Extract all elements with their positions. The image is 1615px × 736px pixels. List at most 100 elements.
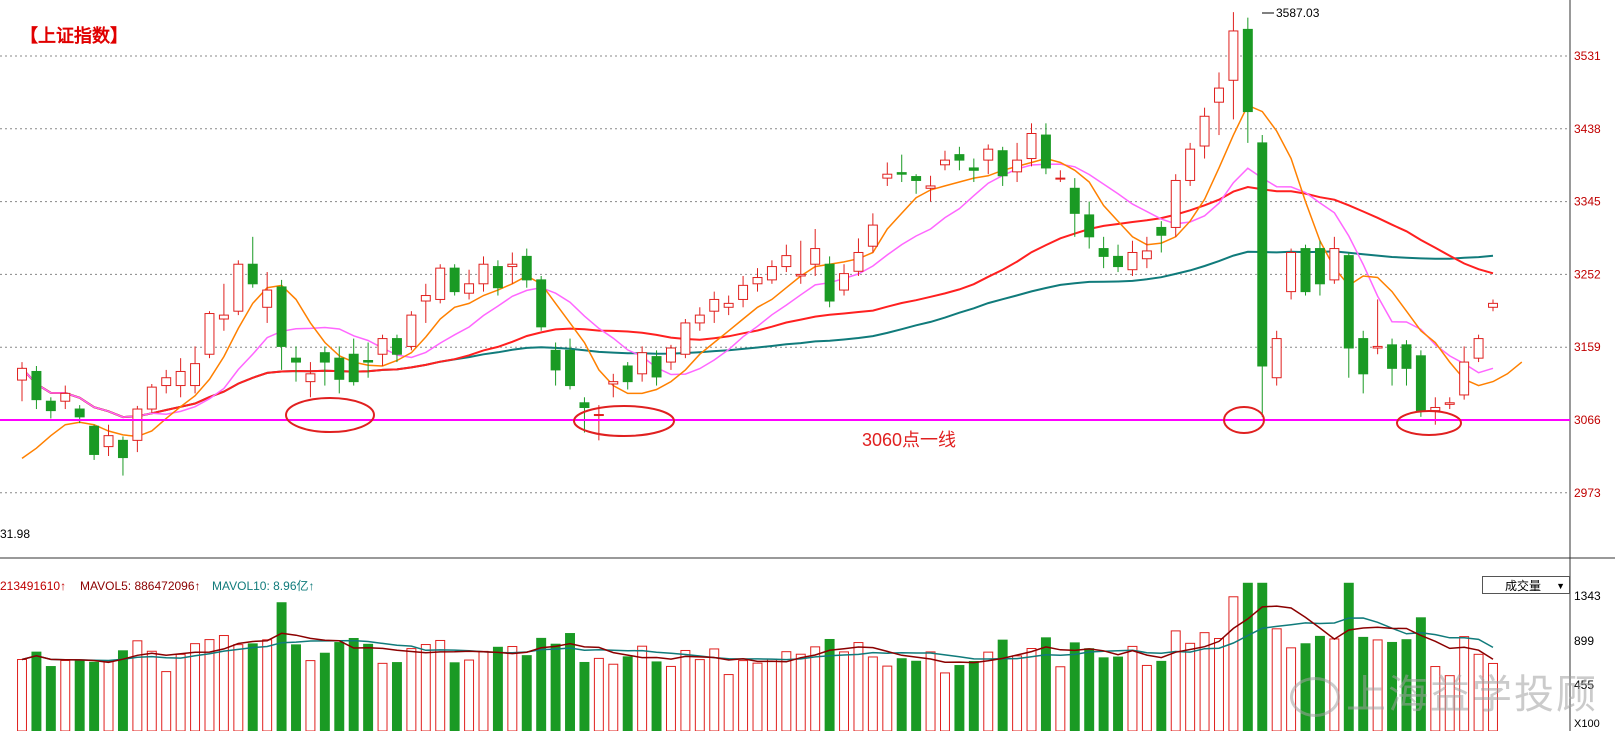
candle [911, 174, 922, 194]
candle-body [1314, 248, 1325, 285]
volume-bar [1098, 657, 1109, 732]
candle-body [1242, 28, 1253, 113]
candle-body [247, 263, 258, 285]
volume-bar [579, 661, 590, 732]
volume-bar [680, 649, 691, 732]
candle [1156, 221, 1167, 253]
candle-body [795, 273, 806, 277]
candle [1185, 142, 1196, 186]
candle [752, 268, 763, 292]
volume-bar [464, 659, 475, 732]
volume-bar [1069, 642, 1080, 732]
volume-bar [31, 651, 42, 732]
vol-label: 213491610↑ [0, 579, 66, 593]
candle-body [954, 154, 965, 161]
candle-body [1372, 345, 1383, 349]
volume-bar [911, 660, 922, 732]
volume-bar [1055, 666, 1066, 732]
volume-bar [723, 674, 734, 732]
volume-bar [334, 642, 345, 732]
candle [132, 405, 143, 453]
support-annotation: 3060点一线 [862, 430, 956, 450]
candle-body [233, 263, 244, 312]
candle-body [940, 159, 950, 166]
volume-bar [940, 672, 950, 732]
volume-bar [1026, 648, 1037, 732]
candle [810, 228, 821, 276]
volume-bar [146, 650, 157, 732]
candle-body [262, 289, 273, 308]
candle [608, 373, 619, 398]
volume-bar [824, 638, 835, 732]
candle [1242, 17, 1253, 143]
candle-body [1343, 255, 1354, 349]
candle [161, 369, 172, 394]
candle-body [1257, 142, 1268, 367]
candle-body [1069, 187, 1080, 214]
candle [449, 264, 460, 296]
y-tick-label: 3159 [1574, 340, 1601, 354]
volume-bar [74, 660, 85, 732]
candle-body [334, 357, 345, 380]
candle [651, 350, 662, 386]
candle-body [723, 302, 734, 308]
candle [738, 275, 749, 308]
candle [45, 397, 56, 419]
candle-body [1040, 134, 1051, 169]
support-touch-circle [573, 405, 675, 437]
candle-body [132, 408, 143, 441]
candle-body [521, 255, 532, 281]
volume-bar [1242, 582, 1253, 732]
candle [1488, 299, 1498, 312]
candle-body [1185, 148, 1196, 181]
candle [319, 346, 330, 386]
volume-bar [305, 660, 316, 732]
candle [60, 385, 71, 410]
candle [31, 365, 42, 410]
volume-bar [536, 637, 547, 732]
y-tick-label: 3252 [1574, 267, 1601, 281]
volume-bar [795, 653, 806, 732]
candle [536, 275, 547, 331]
candle [334, 346, 345, 394]
candle [565, 338, 575, 390]
candle [853, 238, 864, 276]
candle-body [781, 255, 792, 268]
candle [766, 260, 777, 284]
volume-bar [175, 653, 186, 732]
candle-body [420, 295, 431, 302]
volume-bar [89, 661, 100, 732]
candle [824, 256, 835, 308]
volume-bar [377, 662, 388, 732]
volume-bar [752, 662, 763, 732]
candle [507, 252, 518, 284]
volume-indicator-select[interactable]: 成交量 ▼ [1482, 576, 1570, 594]
volume-bar [810, 646, 821, 732]
candle [1084, 201, 1095, 249]
candle-body [867, 224, 878, 247]
candle [492, 260, 503, 296]
volume-bar [608, 663, 619, 732]
volume-tick-label: 899 [1574, 634, 1594, 648]
candle [622, 362, 633, 390]
candle-body [651, 356, 662, 378]
candle-body [824, 263, 835, 302]
candle-body [997, 150, 1008, 177]
candle [1113, 244, 1124, 273]
candle-body [1358, 338, 1369, 375]
mavol10-line [21, 617, 1494, 662]
candle-body [74, 408, 85, 418]
candle [867, 213, 878, 253]
volume-bar [882, 665, 893, 732]
candle-body [204, 313, 215, 355]
volume-bar [709, 648, 720, 732]
candle-body [507, 263, 518, 268]
candle [247, 236, 258, 288]
candle [1271, 330, 1282, 386]
candle [262, 272, 273, 323]
chart-title: 【上证指数】 [20, 25, 128, 46]
candle-body [319, 352, 330, 363]
candle [1012, 142, 1023, 183]
candle-body [1113, 255, 1124, 268]
y-tick-label: 3438 [1574, 122, 1601, 136]
